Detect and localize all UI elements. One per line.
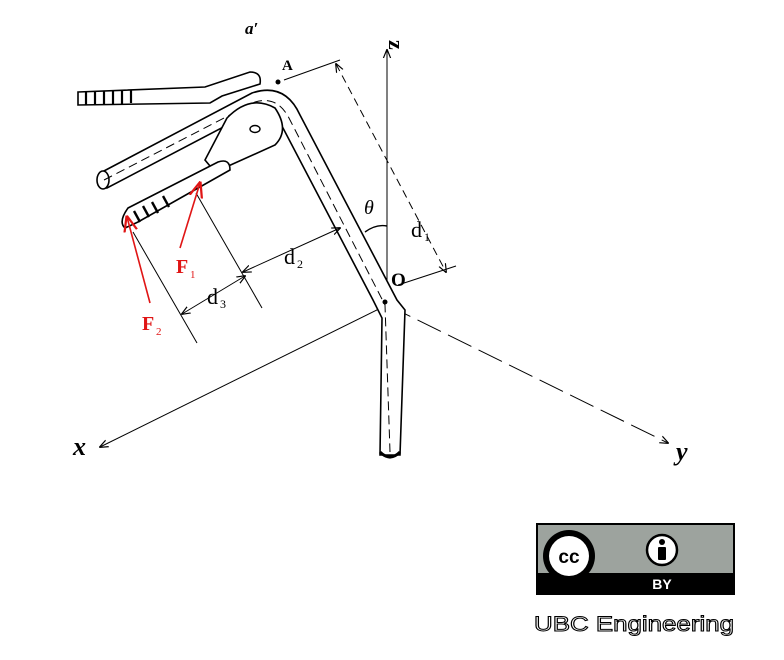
x-axis	[100, 304, 388, 447]
dimensions	[132, 59, 457, 344]
d2-ext-left	[195, 192, 263, 309]
force-F1-arrow	[179, 183, 200, 249]
cc-icon-text: cc	[558, 547, 580, 568]
d2-dimline	[243, 228, 340, 272]
d3-ext-left	[132, 231, 198, 344]
pivot-housing	[204, 102, 284, 173]
pivot-pin	[249, 124, 261, 134]
d3-dimline	[182, 276, 245, 314]
svg-text:F: F	[142, 313, 154, 335]
label-d2: d 2	[284, 244, 303, 271]
point-A-dot	[275, 79, 281, 85]
label-axis-x: x	[72, 432, 86, 461]
svg-text:3: 3	[220, 297, 226, 311]
force-F2-arrow	[127, 217, 151, 304]
tube-end	[96, 170, 110, 190]
label-axis-z: z	[384, 40, 409, 50]
label-point-A: A	[282, 58, 293, 74]
label-point-O: O	[391, 270, 406, 291]
person-icon-head	[659, 539, 665, 545]
badge-by-text: BY	[652, 576, 672, 592]
svg-text:2: 2	[297, 257, 303, 271]
label-a-prime: a′	[245, 19, 258, 38]
d1-ext-bottom	[397, 265, 457, 286]
label-axis-y: y	[673, 437, 688, 466]
back-lever-grip-lines	[84, 90, 133, 105]
svg-text:d: d	[411, 217, 422, 242]
theta-arc	[364, 224, 388, 233]
back-lever	[77, 71, 262, 106]
label-F1: F 1	[176, 256, 196, 281]
svg-text:d: d	[207, 284, 218, 309]
svg-text:1: 1	[190, 269, 196, 281]
label-theta: θ	[364, 197, 374, 219]
d1-ext-top	[283, 59, 341, 81]
label-d1: d 1	[411, 217, 430, 244]
label-d3: d 3	[207, 284, 226, 311]
svg-text:d: d	[284, 244, 295, 269]
y-axis	[386, 304, 668, 443]
badge-bottom-bar	[537, 573, 734, 594]
svg-text:1: 1	[424, 230, 430, 244]
point-O-dot	[382, 299, 388, 305]
tube-centerline	[103, 100, 391, 453]
svg-text:F: F	[176, 256, 188, 278]
lever-drawing	[77, 71, 406, 459]
svg-text:2: 2	[156, 326, 162, 338]
license-badge: cc BY	[536, 523, 735, 595]
license-credit: UBC Engineering	[534, 613, 734, 636]
label-F2: F 2	[142, 313, 162, 338]
front-lever	[121, 160, 231, 229]
person-icon-body	[658, 547, 666, 560]
forces	[127, 183, 200, 304]
cc-icon-inner	[549, 536, 589, 576]
tube-bottom-end	[378, 450, 402, 459]
d1-dimline	[336, 64, 446, 272]
